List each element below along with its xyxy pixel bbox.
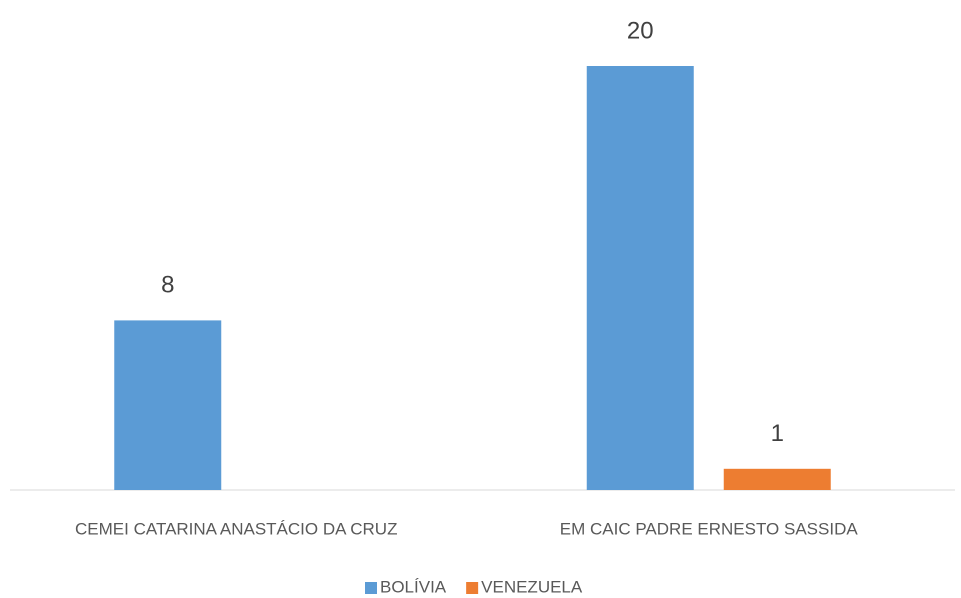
legend-swatch — [365, 582, 377, 594]
bar — [114, 320, 222, 490]
data-label: 8 — [161, 272, 174, 299]
x-tick-label: CEMEI CATARINA ANASTÁCIO DA CRUZ — [75, 519, 397, 538]
legend-label: BOLÍVIA — [380, 577, 447, 596]
bar — [586, 66, 694, 490]
data-label: 20 — [627, 17, 654, 44]
legend-swatch — [466, 582, 479, 594]
legend-label: VENEZUELA — [481, 577, 583, 596]
x-tick-label: EM CAIC PADRE ERNESTO SASSIDA — [560, 519, 859, 538]
bar — [723, 468, 831, 490]
data-label: 1 — [771, 420, 784, 447]
